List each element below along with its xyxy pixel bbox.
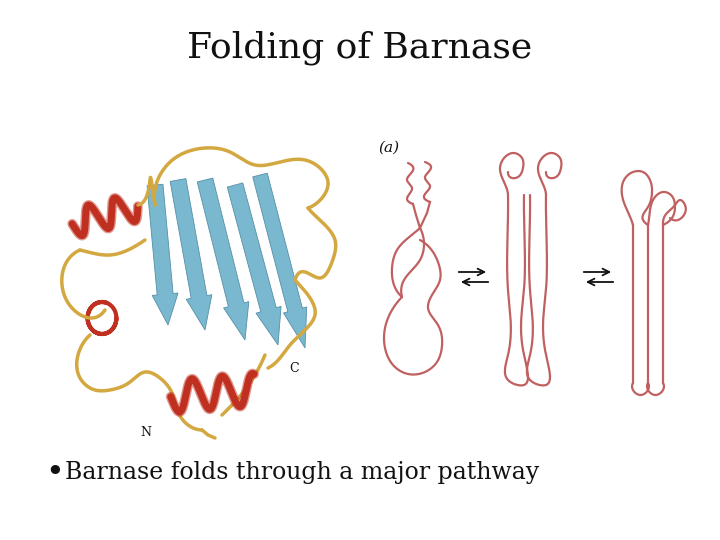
Polygon shape [253,173,307,348]
Polygon shape [170,179,212,330]
Text: C: C [289,361,299,375]
Text: N: N [140,426,151,438]
Text: •: • [45,457,64,489]
Polygon shape [197,178,249,340]
Polygon shape [147,184,178,325]
Text: (a): (a) [378,141,399,155]
Text: Barnase folds through a major pathway: Barnase folds through a major pathway [65,462,539,484]
Text: Folding of Barnase: Folding of Barnase [187,31,533,65]
Polygon shape [228,183,281,345]
